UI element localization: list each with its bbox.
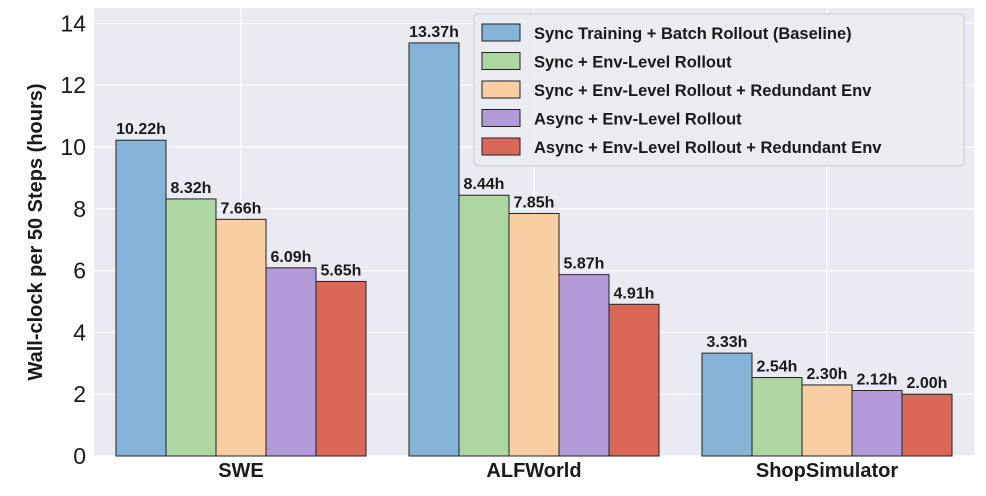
x-tick-label: ALFWorld: [486, 460, 581, 482]
data-label: 7.66h: [221, 200, 262, 217]
legend-swatch: [481, 137, 521, 156]
y-tick-label: 12: [60, 72, 86, 98]
y-tick-label: 8: [73, 196, 86, 222]
bar: [558, 274, 610, 457]
bars: [115, 42, 953, 457]
data-labels: 10.22h 8.32h 7.66h 6.09h 5.65h 13.37h 8.44h 7.8…: [116, 24, 947, 392]
legend-label: Sync + Env-Level Rollout: [534, 54, 732, 72]
data-label: 3.33h: [707, 334, 748, 351]
legend-box: [473, 13, 965, 167]
y-tick-label: 2: [73, 381, 86, 407]
bar: [701, 352, 753, 457]
y-axis-label: Wall-clock per 50 Steps (hours): [25, 83, 47, 380]
x-axis: SWE ALFWorld ShopSimulator: [218, 460, 898, 482]
bar: [851, 389, 903, 457]
y-tick-label: 4: [73, 319, 86, 345]
bar: [508, 212, 560, 457]
legend-label: Sync + Env-Level Rollout + Redundant Env: [534, 82, 872, 100]
data-label: 2.00h: [907, 375, 948, 392]
legend-swatch: [481, 80, 521, 99]
y-tick-label: 6: [73, 258, 86, 284]
legend-label: Async + Env-Level Rollout + Redundant En…: [534, 139, 882, 157]
bar: [165, 198, 217, 457]
data-label: 4.91h: [614, 285, 655, 302]
data-label: 10.22h: [116, 121, 166, 138]
legend: Sync Training + Batch Rollout (Baseline)…: [473, 13, 965, 167]
bar: [215, 218, 267, 457]
bar: [608, 303, 660, 457]
data-label: 5.87h: [564, 256, 605, 273]
y-axis: 0 2 4 6 8 10 12 14: [60, 10, 86, 469]
legend-swatch: [481, 52, 521, 70]
bar: [265, 267, 317, 457]
data-label: 7.85h: [514, 194, 555, 211]
legend-swatch: [481, 23, 521, 42]
x-tick-label: SWE: [218, 460, 264, 482]
bar: [115, 139, 167, 457]
y-tick-label: 14: [60, 10, 86, 36]
data-label: 8.32h: [171, 180, 212, 197]
x-tick-label: ShopSimulator: [756, 460, 898, 482]
bar: [801, 384, 853, 457]
y-tick-label: 0: [73, 443, 86, 469]
legend-swatch: [481, 109, 521, 127]
data-label: 2.12h: [857, 371, 898, 388]
y-tick-label: 10: [60, 134, 86, 160]
legend-label: Sync Training + Batch Rollout (Baseline): [534, 25, 852, 43]
bar: [458, 194, 510, 457]
bar: [751, 377, 803, 457]
data-label: 6.09h: [271, 249, 312, 266]
data-label: 8.44h: [464, 176, 505, 193]
data-label: 2.54h: [757, 359, 798, 376]
bar: [315, 280, 367, 457]
bar: [901, 393, 953, 457]
legend-label: Async + Env-Level Rollout: [534, 111, 742, 129]
bar: [408, 42, 460, 457]
data-label: 5.65h: [321, 262, 362, 279]
data-label: 2.30h: [807, 366, 848, 383]
data-label: 13.37h: [409, 24, 459, 41]
